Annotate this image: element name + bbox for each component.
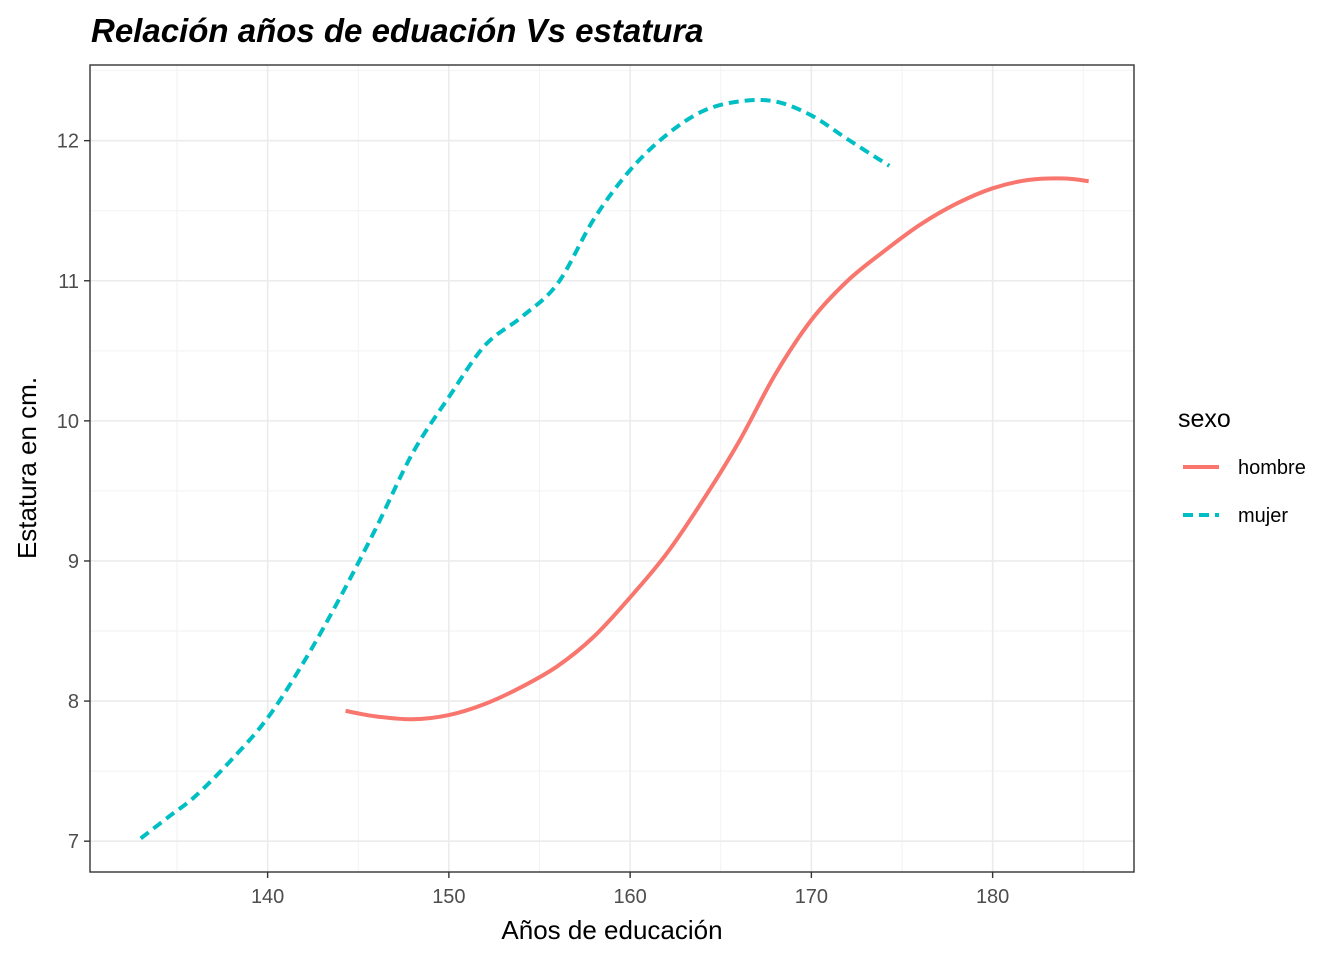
y-axis: 7 8 9 10 11 12 xyxy=(57,131,90,853)
chart-title: Relación años de eduación Vs estatura xyxy=(91,12,704,49)
legend-label-hombre: hombre xyxy=(1238,457,1306,479)
y-tick-label-2: 9 xyxy=(68,551,79,573)
y-tick-label-0: 7 xyxy=(68,831,79,853)
x-axis-title: Años de educación xyxy=(501,915,722,945)
series-line-hombre xyxy=(345,176,1089,722)
y-axis-title: Estatura en cm. xyxy=(12,377,42,559)
series-line-mujer xyxy=(139,97,891,840)
legend: sexo hombre mujer xyxy=(1178,405,1306,527)
minor-gridlines xyxy=(90,65,1134,872)
x-tick-label-1: 150 xyxy=(432,886,465,908)
series-layer xyxy=(139,97,1089,840)
x-tick-label-0: 140 xyxy=(251,886,284,908)
legend-label-mujer: mujer xyxy=(1238,505,1288,527)
major-gridlines xyxy=(90,65,1134,872)
x-axis: 140 150 160 170 180 xyxy=(251,872,1009,908)
x-tick-label-2: 160 xyxy=(613,886,646,908)
y-tick-label-5: 12 xyxy=(57,131,79,153)
plot-panel-border xyxy=(89,64,1135,873)
x-tick-label-3: 170 xyxy=(795,886,828,908)
legend-title: sexo xyxy=(1178,405,1231,433)
y-tick-label-3: 10 xyxy=(57,411,79,433)
x-tick-label-4: 180 xyxy=(976,886,1009,908)
y-tick-label-1: 8 xyxy=(68,691,79,713)
y-tick-label-4: 11 xyxy=(58,271,79,293)
